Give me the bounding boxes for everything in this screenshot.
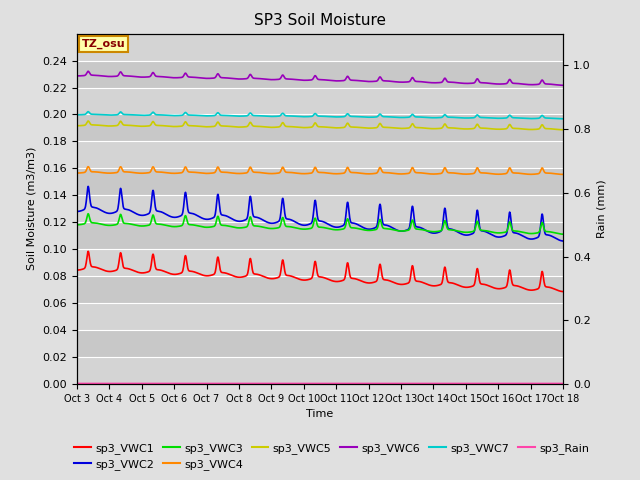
sp3_VWC2 [84, 183, 92, 189]
sp3_VWC6 [559, 83, 567, 88]
Bar [77, 60, 563, 87]
sp3_VWC4 [84, 164, 92, 169]
sp3_VWC1 [559, 289, 567, 295]
sp3_VWC3 [298, 226, 306, 232]
Line: sp3_VWC2: sp3_VWC2 [77, 186, 563, 241]
Line: sp3_VWC7: sp3_VWC7 [77, 112, 563, 119]
Bar [77, 195, 563, 222]
sp3_VWC5 [111, 123, 118, 129]
sp3_VWC4 [290, 170, 298, 176]
sp3_VWC3 [131, 222, 138, 228]
sp3_VWC7 [111, 112, 118, 118]
sp3_VWC6 [131, 74, 138, 80]
Y-axis label: Soil Moisture (m3/m3): Soil Moisture (m3/m3) [27, 147, 36, 271]
sp3_VWC2 [298, 222, 306, 228]
sp3_Rain [131, 381, 138, 386]
sp3_VWC3 [290, 225, 298, 230]
Bar [77, 249, 563, 276]
sp3_VWC5 [84, 118, 92, 124]
sp3_VWC7 [84, 109, 92, 115]
sp3_VWC3 [84, 211, 92, 216]
Line: sp3_VWC3: sp3_VWC3 [77, 214, 563, 234]
sp3_VWC7 [73, 112, 81, 118]
sp3_VWC2 [73, 208, 81, 214]
Y-axis label: Rain (mm): Rain (mm) [596, 180, 606, 238]
sp3_VWC3 [350, 225, 358, 231]
sp3_VWC1 [350, 276, 358, 281]
sp3_VWC1 [111, 268, 118, 274]
sp3_VWC2 [131, 210, 138, 216]
sp3_VWC2 [280, 199, 287, 204]
sp3_VWC6 [280, 73, 287, 79]
sp3_VWC7 [350, 114, 358, 120]
sp3_VWC2 [290, 218, 298, 224]
Bar [77, 142, 563, 168]
sp3_VWC1 [73, 267, 81, 273]
Line: sp3_VWC6: sp3_VWC6 [77, 71, 563, 85]
sp3_VWC4 [350, 169, 358, 175]
Legend: sp3_VWC1, sp3_VWC2, sp3_VWC3, sp3_VWC4, sp3_VWC5, sp3_VWC6, sp3_VWC7, sp3_Rain: sp3_VWC1, sp3_VWC2, sp3_VWC3, sp3_VWC4, … [70, 438, 594, 474]
Line: sp3_VWC5: sp3_VWC5 [77, 121, 563, 130]
sp3_Rain [73, 381, 81, 386]
sp3_VWC5 [73, 123, 81, 129]
Bar [77, 276, 563, 303]
sp3_VWC5 [290, 124, 298, 130]
sp3_VWC6 [290, 76, 298, 82]
Bar [77, 222, 563, 249]
sp3_VWC6 [298, 77, 306, 83]
Title: SP3 Soil Moisture: SP3 Soil Moisture [254, 13, 386, 28]
sp3_VWC4 [559, 171, 567, 177]
sp3_VWC5 [298, 125, 306, 131]
sp3_VWC1 [290, 274, 298, 280]
X-axis label: Time: Time [307, 409, 333, 419]
Bar [77, 114, 563, 142]
sp3_VWC7 [559, 116, 567, 122]
sp3_VWC6 [111, 73, 118, 79]
sp3_VWC5 [280, 120, 287, 126]
sp3_VWC5 [559, 127, 567, 132]
sp3_VWC7 [298, 114, 306, 120]
sp3_VWC2 [559, 238, 567, 244]
Line: sp3_VWC1: sp3_VWC1 [77, 252, 563, 292]
sp3_VWC4 [131, 170, 138, 176]
sp3_VWC1 [84, 249, 92, 254]
sp3_Rain [349, 381, 357, 386]
sp3_VWC7 [131, 112, 138, 118]
Bar [77, 303, 563, 330]
sp3_VWC7 [280, 111, 287, 117]
sp3_VWC4 [111, 170, 118, 176]
sp3_VWC7 [290, 113, 298, 119]
sp3_VWC3 [73, 222, 81, 228]
sp3_Rain [279, 381, 287, 386]
sp3_VWC1 [131, 268, 138, 274]
sp3_Rain [289, 381, 297, 386]
sp3_VWC3 [559, 231, 567, 237]
sp3_VWC5 [131, 123, 138, 129]
sp3_VWC4 [73, 170, 81, 176]
Bar [77, 87, 563, 114]
Bar [77, 330, 563, 357]
Text: TZ_osu: TZ_osu [82, 39, 125, 49]
Line: sp3_VWC4: sp3_VWC4 [77, 167, 563, 174]
sp3_VWC4 [280, 165, 287, 171]
sp3_VWC4 [298, 171, 306, 177]
sp3_VWC5 [350, 124, 358, 130]
sp3_VWC2 [350, 220, 358, 226]
Bar [77, 168, 563, 195]
sp3_VWC2 [111, 209, 118, 215]
sp3_VWC3 [111, 222, 118, 228]
sp3_VWC3 [280, 216, 287, 222]
sp3_VWC1 [298, 277, 306, 283]
sp3_Rain [298, 381, 306, 386]
sp3_VWC6 [84, 68, 92, 74]
Bar [77, 357, 563, 384]
sp3_Rain [111, 381, 118, 386]
sp3_VWC1 [280, 260, 287, 265]
sp3_VWC6 [350, 77, 358, 83]
sp3_VWC6 [73, 73, 81, 79]
sp3_Rain [559, 381, 567, 386]
